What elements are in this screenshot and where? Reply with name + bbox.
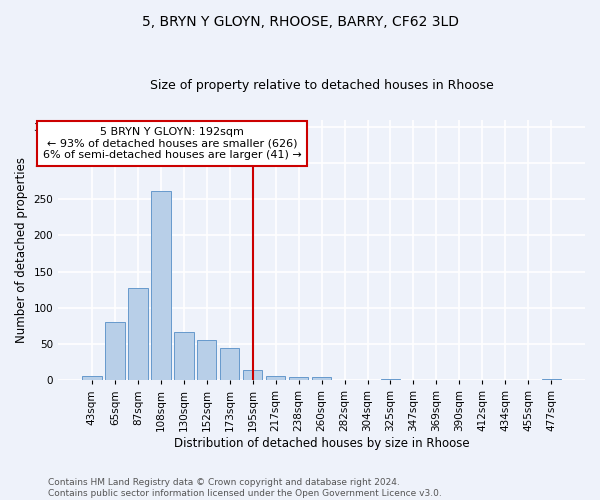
Bar xyxy=(220,348,239,380)
Text: 5 BRYN Y GLOYN: 192sqm
← 93% of detached houses are smaller (626)
6% of semi-det: 5 BRYN Y GLOYN: 192sqm ← 93% of detached… xyxy=(43,127,302,160)
Bar xyxy=(174,332,194,380)
Bar xyxy=(105,322,125,380)
Bar xyxy=(82,376,101,380)
Title: Size of property relative to detached houses in Rhoose: Size of property relative to detached ho… xyxy=(150,79,493,92)
X-axis label: Distribution of detached houses by size in Rhoose: Distribution of detached houses by size … xyxy=(174,437,469,450)
Bar xyxy=(243,370,262,380)
Y-axis label: Number of detached properties: Number of detached properties xyxy=(15,157,28,343)
Text: Contains HM Land Registry data © Crown copyright and database right 2024.
Contai: Contains HM Land Registry data © Crown c… xyxy=(48,478,442,498)
Bar xyxy=(266,376,286,380)
Bar xyxy=(289,376,308,380)
Bar xyxy=(128,288,148,380)
Bar xyxy=(312,376,331,380)
Text: 5, BRYN Y GLOYN, RHOOSE, BARRY, CF62 3LD: 5, BRYN Y GLOYN, RHOOSE, BARRY, CF62 3LD xyxy=(142,15,458,29)
Bar xyxy=(542,379,561,380)
Bar xyxy=(197,340,217,380)
Bar xyxy=(151,190,170,380)
Bar xyxy=(381,379,400,380)
